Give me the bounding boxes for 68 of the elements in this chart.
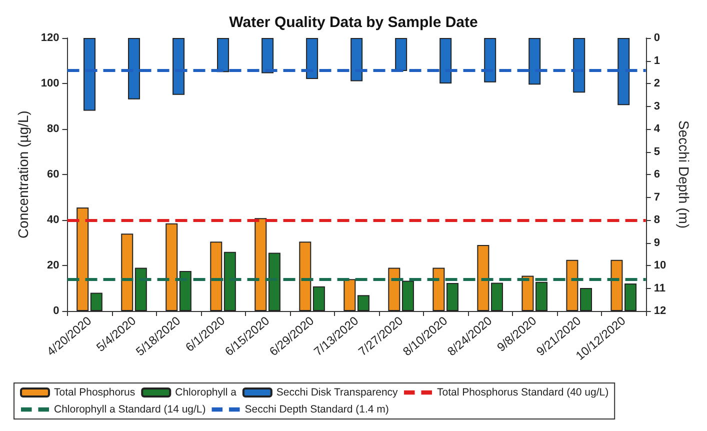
bar: [76, 207, 89, 311]
y2-tick-label: 4: [654, 123, 661, 135]
bar: [446, 283, 458, 311]
bar: [490, 282, 503, 311]
bar: [566, 260, 578, 311]
bar: [440, 38, 452, 84]
y-tick-label: 80: [47, 123, 60, 135]
legend-label: Secchi Depth Standard (1.4 m): [244, 404, 389, 416]
bar: [172, 38, 185, 95]
y-tick-label: 40: [47, 214, 60, 226]
bar: [402, 280, 414, 311]
y-tick-label: 0: [53, 305, 60, 317]
y2-tick-label: 0: [654, 32, 660, 44]
bar: [166, 223, 178, 311]
bar: [90, 292, 102, 311]
bar: [535, 282, 548, 311]
bar: [84, 38, 96, 111]
bar: [580, 288, 592, 311]
y-tick-label: 120: [40, 32, 60, 44]
bar: [484, 38, 496, 82]
bar: [477, 245, 490, 311]
legend-label: Secchi Disk Transparency: [276, 386, 399, 398]
bar: [388, 268, 400, 311]
bar: [268, 252, 280, 311]
y2-tick-label: 8: [654, 214, 660, 226]
bar: [344, 279, 356, 311]
bar: [395, 38, 408, 71]
bar: [357, 295, 370, 311]
legend-label: Total Phosphorus Standard (40 ug/L): [436, 386, 609, 398]
y2-axis-title: Secchi Depth (m): [676, 120, 692, 229]
y2-tick-label: 1: [654, 54, 660, 67]
bar: [350, 38, 363, 82]
bar: [299, 242, 312, 311]
bar: [134, 268, 147, 311]
bar: [522, 276, 534, 311]
y2-tick-label: 3: [654, 100, 660, 112]
bar: [121, 234, 134, 311]
bar: [210, 242, 222, 311]
bar: [528, 38, 541, 85]
bar: [128, 38, 140, 100]
y-tick-label: 100: [40, 78, 60, 90]
y2-tick-label: 7: [654, 191, 660, 204]
bar: [573, 38, 586, 93]
y2-tick-label: 12: [654, 305, 666, 317]
legend-label: Total Phosphorus: [54, 386, 136, 398]
y-tick-label: 20: [47, 260, 60, 272]
y-tick-label: 60: [47, 168, 60, 180]
bar: [610, 260, 623, 311]
y2-tick-label: 5: [654, 146, 660, 158]
bar: [618, 38, 630, 106]
bar: [624, 283, 637, 311]
y2-tick-label: 2: [654, 78, 660, 90]
y2-tick-label: 9: [654, 236, 660, 249]
legend-label: Chlorophyll a Standard (14 ug/L): [54, 404, 206, 416]
bar: [217, 38, 230, 72]
bar: [312, 286, 325, 311]
y2-tick-label: 11: [654, 282, 666, 294]
bar: [306, 38, 318, 79]
y2-tick-label: 10: [654, 260, 666, 272]
legend-label: Chlorophyll a: [175, 386, 237, 398]
bar: [254, 218, 267, 311]
y-axis-title: Concentration (µg/L): [15, 110, 31, 238]
chart-title: Water Quality Data by Sample Date: [229, 14, 478, 31]
bar: [224, 252, 236, 311]
bar: [179, 270, 192, 311]
bar: [262, 38, 274, 74]
bar: [432, 268, 445, 311]
y2-tick-label: 6: [654, 168, 660, 180]
